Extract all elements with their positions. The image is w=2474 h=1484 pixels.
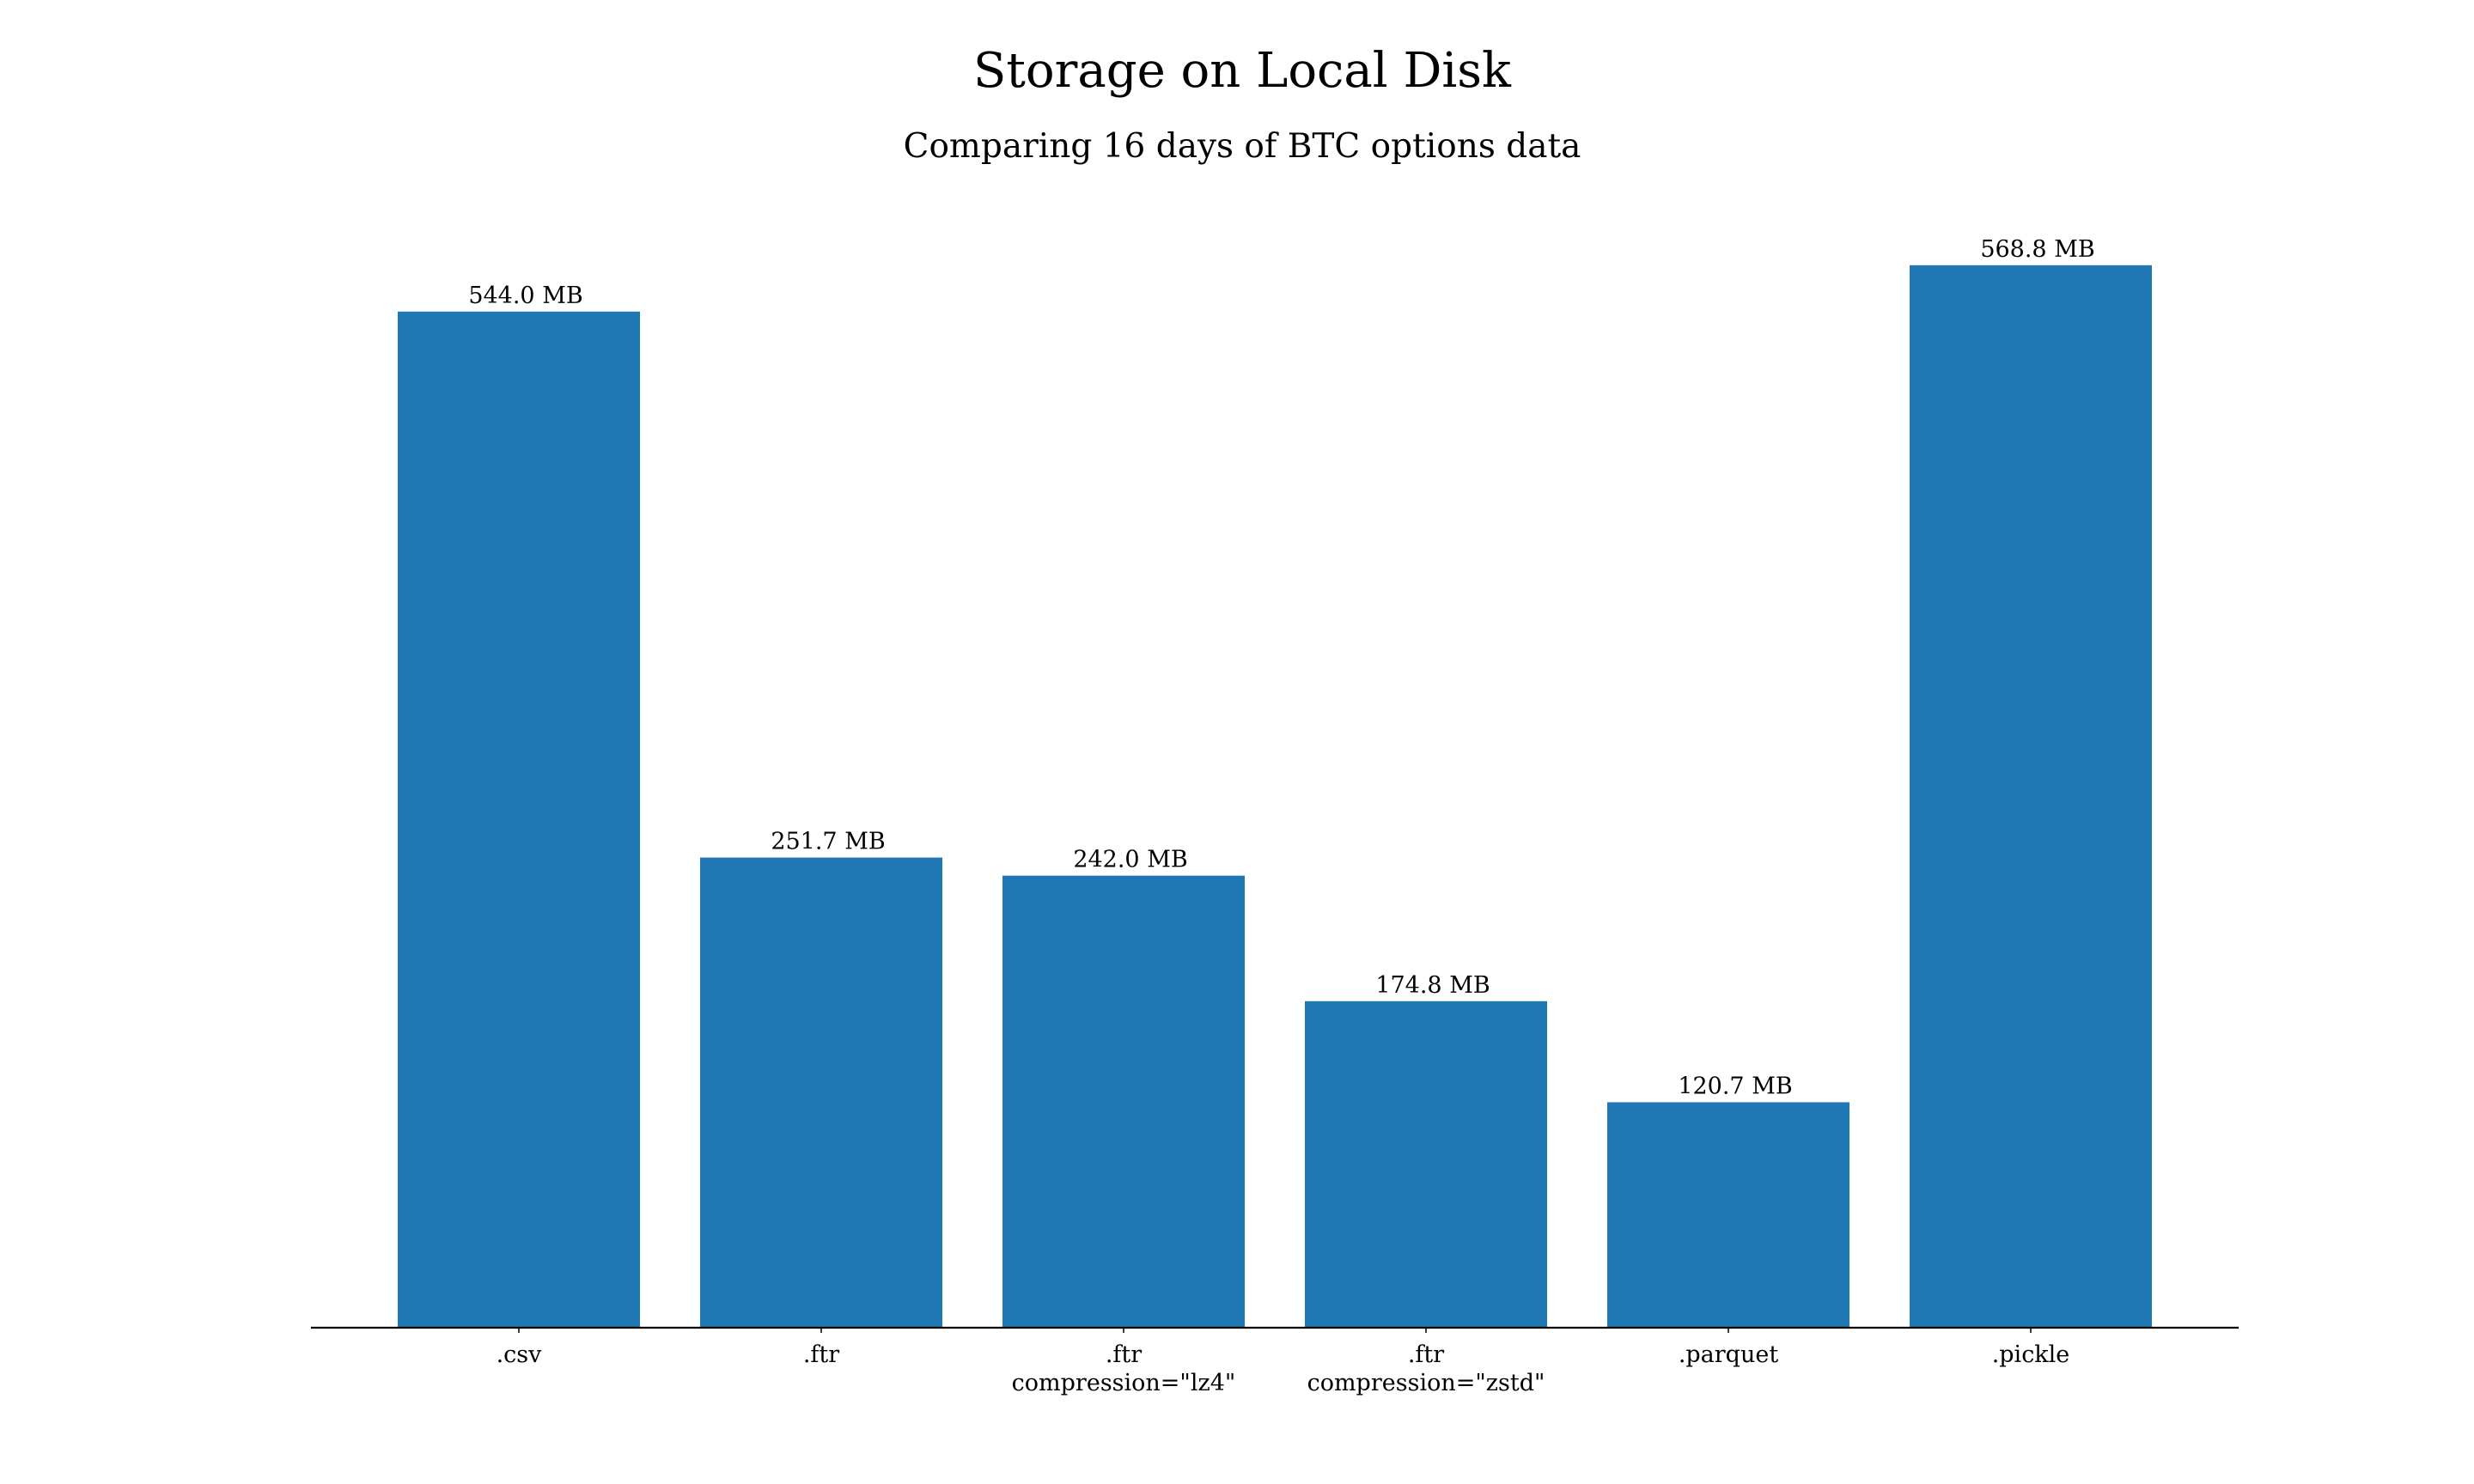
x-tick-labels-group: .csv .ftr .ftrcompression="lz4".ftrcompres… xyxy=(497,1328,2070,1396)
value-label-0: 544.0 MB xyxy=(468,283,582,309)
value-label-2: 242.0 MB xyxy=(1073,847,1187,873)
value-label-4: 120.7 MB xyxy=(1678,1073,1792,1099)
x-tick-label-5: .pickle xyxy=(1992,1341,2070,1368)
value-label-3: 174.8 MB xyxy=(1375,972,1490,999)
bar-0 xyxy=(398,311,640,1329)
bar-1 xyxy=(700,857,942,1328)
x-tick-label-2-line-1: compression="lz4" xyxy=(1012,1370,1236,1396)
bar-2 xyxy=(1002,875,1245,1328)
value-label-5: 568.8 MB xyxy=(1980,236,2094,263)
bar-3 xyxy=(1305,1000,1547,1328)
chart-title: Storage on Local Disk xyxy=(973,43,1512,99)
x-tick-label-2: .ftr xyxy=(1106,1341,1142,1368)
bars-group xyxy=(398,265,2152,1329)
value-labels-group: 544.0 MB 251.7 MB 242.0 MB 174.8 MB 120.7 MB… xyxy=(468,236,2094,1100)
x-tick-label-1: .ftr xyxy=(803,1341,839,1368)
x-tick-label-0: .csv xyxy=(497,1341,543,1368)
x-tick-label-3-line-1: compression="zstd" xyxy=(1307,1370,1545,1396)
chart-subtitle: Comparing 16 days of BTC options data xyxy=(904,127,1581,166)
x-tick-label-4: .parquet xyxy=(1679,1341,1779,1368)
x-tick-label-3: .ftr xyxy=(1408,1341,1444,1368)
value-label-1: 251.7 MB xyxy=(771,829,885,855)
bar-4 xyxy=(1607,1102,1849,1328)
bar-5 xyxy=(1910,265,2152,1328)
